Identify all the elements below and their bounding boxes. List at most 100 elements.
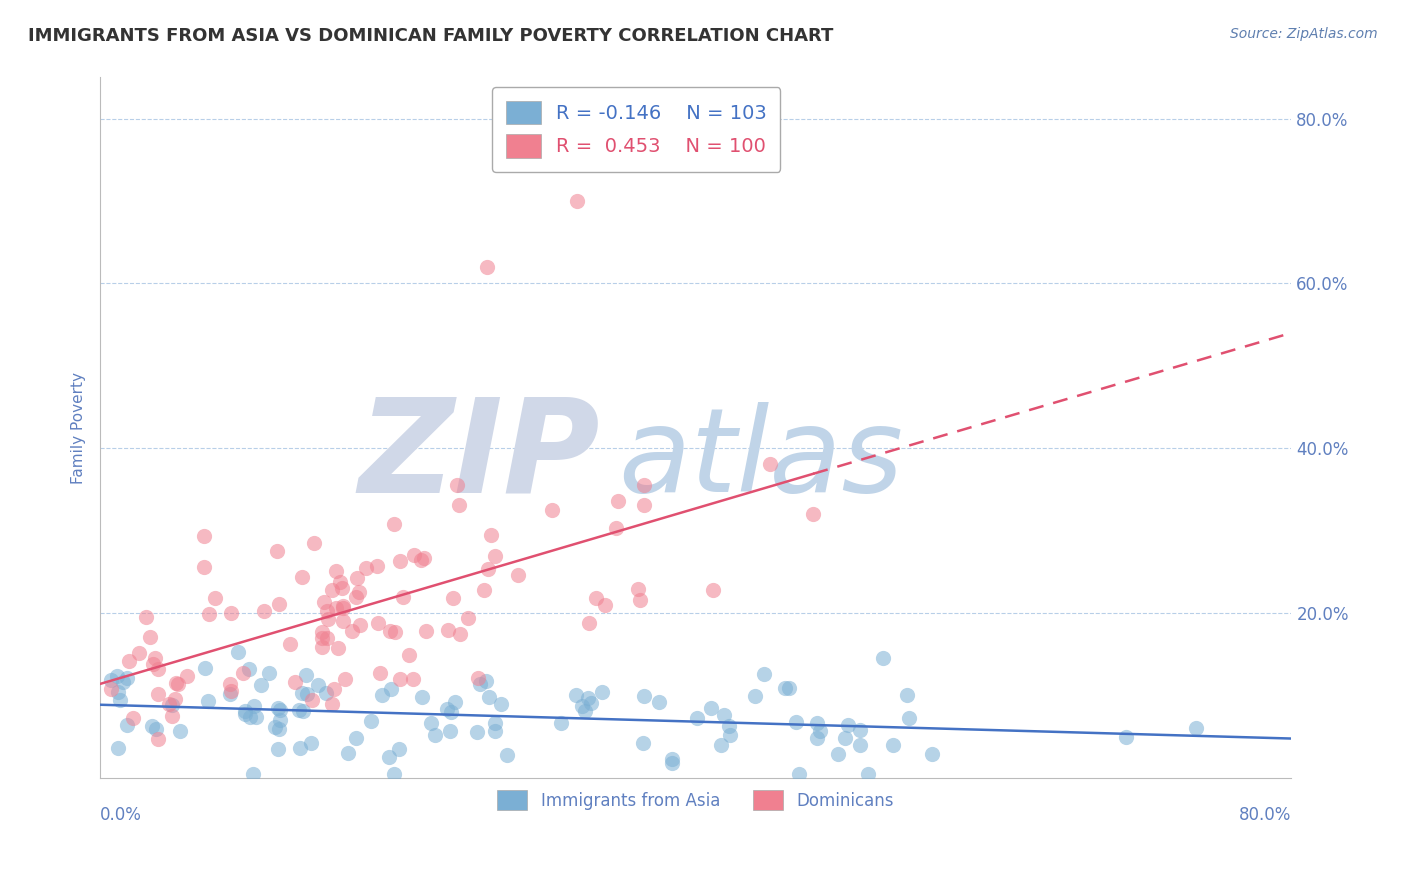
- Point: [856, 767, 879, 781]
- Point: [269, 702, 291, 716]
- Point: [235, 704, 257, 718]
- Point: [243, 699, 266, 714]
- Point: [366, 559, 388, 574]
- Point: [332, 600, 354, 615]
- Point: [754, 667, 776, 681]
- Point: [167, 676, 190, 690]
- Point: [700, 701, 723, 715]
- Point: [633, 689, 655, 703]
- Point: [388, 554, 411, 568]
- Point: [115, 718, 138, 732]
- Point: [834, 731, 856, 745]
- Point: [648, 695, 671, 709]
- Point: [627, 582, 650, 596]
- Point: [368, 665, 391, 680]
- Point: [578, 616, 600, 631]
- Point: [404, 549, 426, 563]
- Point: [713, 707, 735, 722]
- Point: [411, 690, 433, 705]
- Point: [1185, 722, 1208, 736]
- Point: [478, 690, 501, 704]
- Point: [107, 741, 129, 756]
- Point: [388, 673, 411, 687]
- Point: [278, 638, 301, 652]
- Point: [284, 674, 307, 689]
- Point: [384, 625, 406, 640]
- Point: [401, 672, 423, 686]
- Point: [593, 598, 616, 612]
- Point: [382, 767, 405, 781]
- Point: [398, 648, 420, 662]
- Point: [329, 575, 352, 590]
- Point: [321, 697, 343, 711]
- Point: [837, 718, 859, 732]
- Point: [323, 681, 346, 696]
- Point: [269, 722, 291, 736]
- Point: [898, 711, 921, 725]
- Point: [169, 724, 191, 739]
- Text: Source: ZipAtlas.com: Source: ZipAtlas.com: [1230, 27, 1378, 41]
- Point: [467, 725, 489, 739]
- Point: [702, 583, 724, 598]
- Point: [288, 741, 311, 756]
- Point: [316, 604, 339, 618]
- Point: [148, 731, 170, 746]
- Point: [307, 678, 329, 692]
- Point: [628, 592, 651, 607]
- Point: [197, 694, 219, 708]
- Point: [333, 673, 356, 687]
- Point: [447, 498, 470, 512]
- Point: [633, 478, 655, 492]
- Point: [146, 662, 169, 676]
- Point: [325, 600, 347, 615]
- Point: [347, 585, 370, 599]
- Point: [108, 692, 131, 706]
- Point: [325, 564, 347, 578]
- Point: [332, 599, 354, 614]
- Point: [344, 731, 367, 745]
- Point: [257, 666, 280, 681]
- Point: [117, 671, 139, 685]
- Point: [301, 692, 323, 706]
- Text: 0.0%: 0.0%: [100, 806, 142, 824]
- Point: [785, 715, 807, 730]
- Point: [242, 767, 264, 781]
- Point: [444, 695, 467, 709]
- Point: [378, 624, 401, 638]
- Point: [605, 521, 627, 535]
- Point: [574, 704, 596, 718]
- Point: [142, 657, 165, 671]
- Point: [332, 582, 354, 596]
- Point: [571, 698, 593, 713]
- Point: [370, 688, 392, 702]
- Point: [382, 516, 405, 531]
- Point: [360, 714, 382, 729]
- Point: [606, 494, 628, 508]
- Point: [163, 691, 186, 706]
- Point: [232, 665, 254, 680]
- Point: [441, 591, 464, 605]
- Point: [316, 612, 339, 626]
- Point: [245, 710, 267, 724]
- Point: [484, 549, 506, 563]
- Point: [565, 688, 588, 702]
- Point: [105, 669, 128, 683]
- Point: [423, 728, 446, 742]
- Point: [340, 624, 363, 638]
- Point: [295, 667, 318, 681]
- Point: [686, 711, 709, 725]
- Point: [921, 747, 943, 762]
- Point: [219, 606, 242, 620]
- Point: [354, 561, 377, 575]
- Point: [479, 528, 502, 542]
- Point: [591, 685, 613, 699]
- Point: [145, 722, 167, 736]
- Point: [193, 529, 215, 543]
- Point: [718, 719, 741, 733]
- Point: [118, 654, 141, 668]
- Point: [311, 640, 333, 654]
- Point: [758, 457, 780, 471]
- Point: [550, 716, 572, 731]
- Point: [193, 661, 215, 675]
- Point: [436, 702, 458, 716]
